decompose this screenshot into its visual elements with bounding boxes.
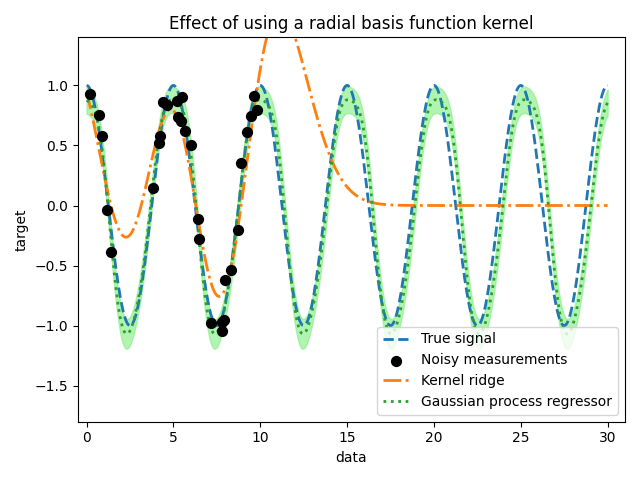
True signal <box>511 94 518 100</box>
Kernel ridge <box>395 203 403 208</box>
Gaussian process regressor <box>393 322 401 327</box>
Noisy measurements <box>217 318 227 326</box>
Legend: True signal, Noisy measurements, Kernel ridge, Gaussian process regressor: True signal, Noisy measurements, Kernel … <box>377 327 618 415</box>
Noisy measurements <box>186 141 196 149</box>
Noisy measurements <box>216 327 227 335</box>
Noisy measurements <box>176 118 186 125</box>
Gaussian process regressor <box>511 114 518 120</box>
Kernel ridge <box>276 8 284 14</box>
Noisy measurements <box>232 226 243 234</box>
True signal <box>332 125 339 131</box>
Noisy measurements <box>173 113 184 121</box>
Noisy measurements <box>226 266 236 274</box>
Noisy measurements <box>205 319 216 327</box>
Gaussian process regressor <box>365 165 372 170</box>
Kernel ridge <box>335 173 343 179</box>
Noisy measurements <box>236 159 246 167</box>
Noisy measurements <box>154 140 164 147</box>
True signal <box>604 83 611 88</box>
Noisy measurements <box>194 235 204 243</box>
Noisy measurements <box>180 127 190 135</box>
Line: Gaussian process regressor: Gaussian process regressor <box>86 100 607 334</box>
Noisy measurements <box>220 276 230 284</box>
Kernel ridge <box>332 167 340 173</box>
True signal <box>83 83 90 88</box>
Gaussian process regressor <box>83 97 90 103</box>
Gaussian process regressor <box>333 120 341 126</box>
Noisy measurements <box>148 184 158 192</box>
Noisy measurements <box>97 132 107 140</box>
Kernel ridge <box>215 294 223 300</box>
X-axis label: data: data <box>335 451 367 465</box>
Gaussian process regressor <box>604 100 611 106</box>
Kernel ridge <box>83 89 90 95</box>
Noisy measurements <box>246 112 256 120</box>
Noisy measurements <box>94 111 104 119</box>
Noisy measurements <box>172 97 182 105</box>
Kernel ridge <box>512 203 520 208</box>
Noisy measurements <box>102 206 112 214</box>
Noisy measurements <box>162 101 172 109</box>
Noisy measurements <box>85 90 95 98</box>
Noisy measurements <box>106 249 116 256</box>
Noisy measurements <box>219 316 229 324</box>
Line: Kernel ridge: Kernel ridge <box>86 11 607 297</box>
Noisy measurements <box>193 215 203 222</box>
Line: True signal: True signal <box>86 85 607 325</box>
True signal <box>365 209 373 215</box>
Gaussian process regressor <box>476 331 483 337</box>
True signal <box>334 107 342 112</box>
Noisy measurements <box>249 92 259 100</box>
Kernel ridge <box>367 199 374 205</box>
True signal <box>592 121 600 127</box>
Noisy measurements <box>242 129 252 136</box>
Gaussian process regressor <box>520 97 528 103</box>
Noisy measurements <box>252 107 262 114</box>
Noisy measurements <box>157 98 168 106</box>
Noisy measurements <box>177 93 187 101</box>
True signal <box>394 307 401 312</box>
True signal <box>300 323 308 328</box>
Noisy measurements <box>155 132 165 140</box>
Y-axis label: target: target <box>15 208 29 251</box>
Kernel ridge <box>604 203 611 208</box>
Gaussian process regressor <box>593 149 601 155</box>
Title: Effect of using a radial basis function kernel: Effect of using a radial basis function … <box>169 15 534 33</box>
Kernel ridge <box>593 203 601 208</box>
Gaussian process regressor <box>330 141 338 146</box>
